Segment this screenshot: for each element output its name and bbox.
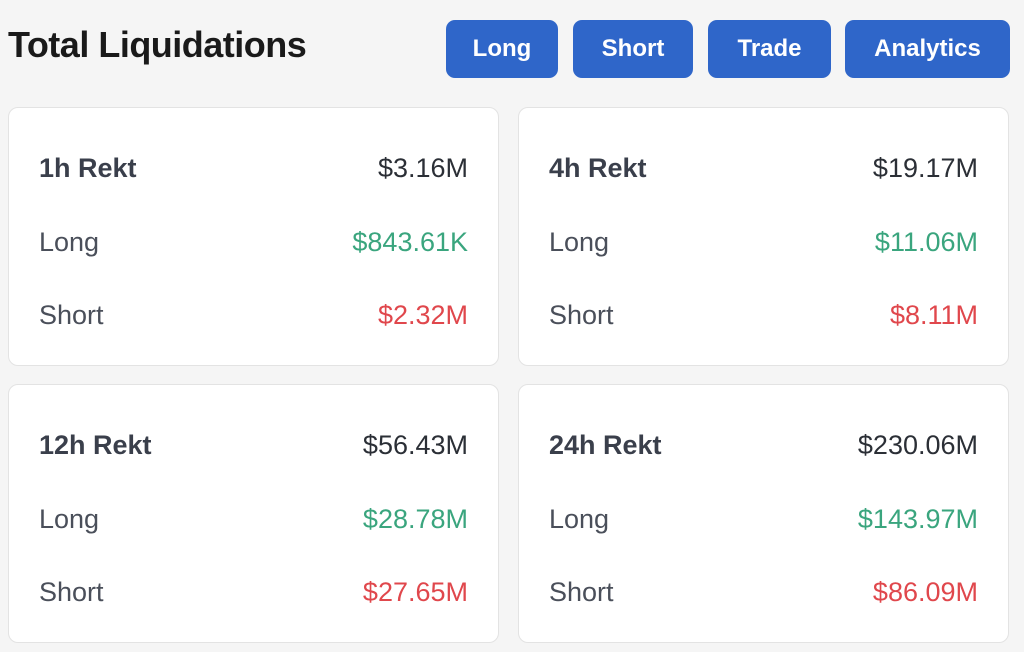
total-value: $56.43M xyxy=(362,429,468,460)
card-12h-rekt: 12h Rekt $56.43M Long $28.78M Short $27.… xyxy=(8,384,499,643)
long-row: Long $28.78M xyxy=(39,499,468,539)
card-title: 12h Rekt xyxy=(39,429,152,460)
short-row: Short $27.65M xyxy=(39,572,468,612)
total-row: 12h Rekt $56.43M xyxy=(39,425,468,465)
short-value: $2.32M xyxy=(377,299,468,330)
long-row: Long $843.61K xyxy=(39,222,468,262)
short-value: $27.65M xyxy=(362,576,468,607)
short-label: Short xyxy=(39,576,104,607)
long-value: $843.61K xyxy=(352,226,468,257)
short-label: Short xyxy=(549,299,614,330)
long-label: Long xyxy=(549,226,610,257)
short-row: Short $2.32M xyxy=(39,295,468,335)
trade-button[interactable]: Trade xyxy=(708,20,831,78)
analytics-button[interactable]: Analytics xyxy=(845,20,1010,78)
long-value: $143.97M xyxy=(857,503,978,534)
long-label: Long xyxy=(39,503,100,534)
long-value: $11.06M xyxy=(874,226,978,257)
total-value: $230.06M xyxy=(857,429,978,460)
card-1h-rekt: 1h Rekt $3.16M Long $843.61K Short $2.32… xyxy=(8,107,499,366)
card-title: 24h Rekt xyxy=(549,429,662,460)
long-row: Long $11.06M xyxy=(549,222,978,262)
card-title: 1h Rekt xyxy=(39,152,137,183)
total-row: 1h Rekt $3.16M xyxy=(39,148,468,188)
card-title: 4h Rekt xyxy=(549,152,647,183)
short-row: Short $86.09M xyxy=(549,572,978,612)
card-4h-rekt: 4h Rekt $19.17M Long $11.06M Short $8.11… xyxy=(518,107,1009,366)
long-label: Long xyxy=(39,226,100,257)
short-value: $8.11M xyxy=(889,299,978,330)
total-row: 24h Rekt $230.06M xyxy=(549,425,978,465)
short-value: $86.09M xyxy=(872,576,978,607)
total-value: $19.17M xyxy=(872,152,978,183)
long-label: Long xyxy=(549,503,610,534)
short-label: Short xyxy=(39,299,104,330)
page-title: Total Liquidations xyxy=(8,24,307,65)
short-row: Short $8.11M xyxy=(549,295,978,335)
long-button[interactable]: Long xyxy=(446,20,558,78)
total-value: $3.16M xyxy=(377,152,468,183)
long-value: $28.78M xyxy=(362,503,468,534)
card-24h-rekt: 24h Rekt $230.06M Long $143.97M Short $8… xyxy=(518,384,1009,643)
long-row: Long $143.97M xyxy=(549,499,978,539)
total-row: 4h Rekt $19.17M xyxy=(549,148,978,188)
short-label: Short xyxy=(549,576,614,607)
short-button[interactable]: Short xyxy=(573,20,693,78)
